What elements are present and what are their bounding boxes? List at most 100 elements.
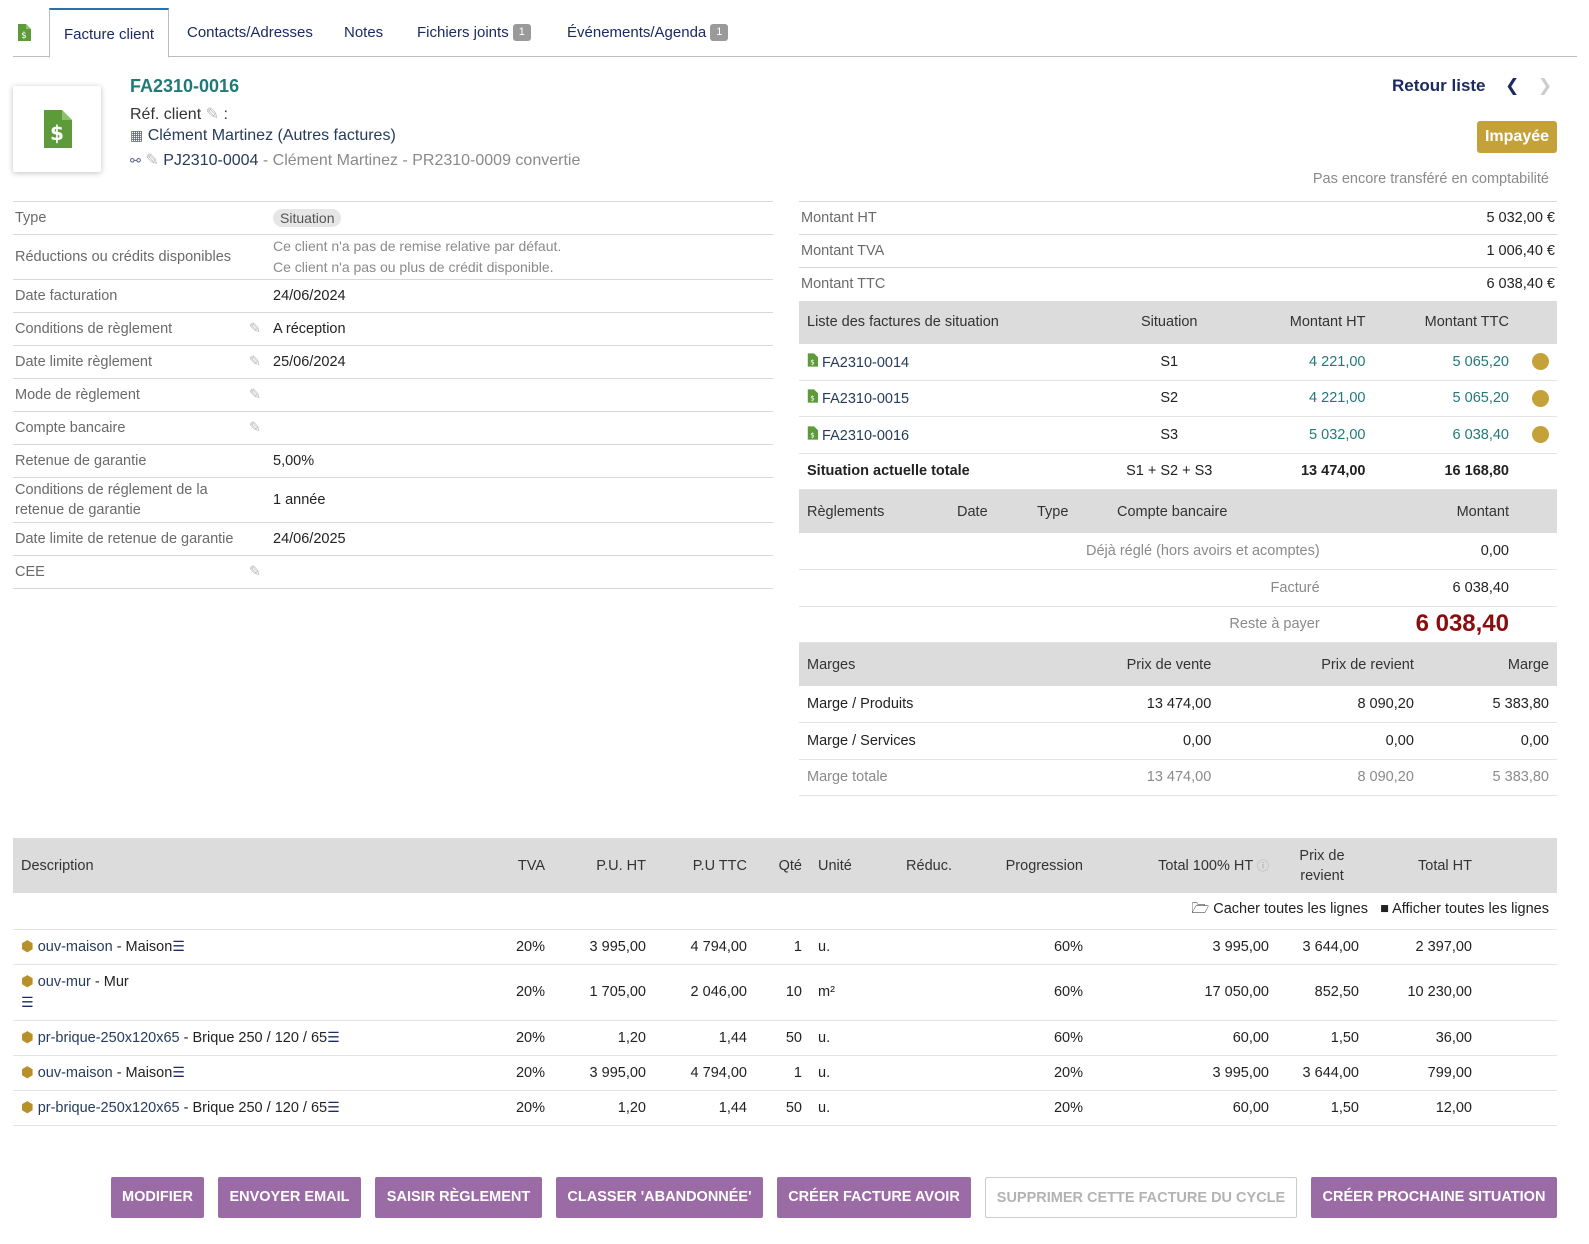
amount-value: 5 032,00 € [1215, 201, 1557, 235]
enter-payment-button[interactable]: SAISIR RÈGLEMENT [375, 1177, 542, 1218]
amount-value: 6 038,40 € [1215, 267, 1557, 301]
chevron-left-icon[interactable]: ❮ [1505, 76, 1520, 95]
create-next-situation-button[interactable]: CRÉER PROCHAINE SITUATION [1311, 1177, 1557, 1218]
col-header: Montant TTC [1373, 300, 1517, 344]
cell-unit: u. [810, 929, 880, 965]
product-link[interactable]: ouv-maison [37, 1065, 113, 1081]
detail-label: Retenue de garantie [13, 444, 243, 478]
tab-notes[interactable]: Notes [344, 24, 384, 41]
pencil-icon[interactable]: ✎ [243, 312, 263, 346]
cell-total-ht: 10 230,00 [1367, 964, 1480, 1021]
list-icon[interactable]: ☰ [172, 938, 185, 954]
tab-label: Événements/Agenda [567, 24, 707, 41]
cell-pu-ht: 3 995,00 [553, 929, 654, 965]
col-header: Total HT [1367, 838, 1480, 893]
detail-label: Date facturation [13, 279, 243, 313]
pencil-icon[interactable]: ✎ [243, 411, 263, 445]
cell-total100: 3 995,00 [1091, 929, 1277, 965]
list-icon[interactable]: ☰ [327, 1099, 340, 1115]
detail-label: CEE [13, 555, 243, 589]
cell-cost: 3 644,00 [1277, 1055, 1367, 1091]
other-invoices-link[interactable]: (Autres factures) [277, 127, 396, 144]
project-link[interactable]: PJ2310-0004 [163, 152, 259, 169]
show-all-lines-link[interactable]: ■ Afficher toutes les lignes [1380, 901, 1549, 917]
list-icon[interactable]: ☰ [21, 993, 34, 1010]
remaining-label: Reste à payer [799, 606, 1328, 643]
product-box-icon: ⬢ [21, 1100, 34, 1116]
situation-ht: 4 221,00 [1242, 380, 1374, 417]
project-desc: - Clément Martinez - PR2310-0009 convert… [262, 152, 581, 169]
cell-tva: 20% [483, 1055, 553, 1091]
margins-table: Marges Prix de vente Prix de revient Mar… [799, 643, 1557, 796]
detail-label: Date limite règlement [13, 345, 243, 379]
cell-unit: u. [810, 1090, 880, 1126]
product-box-icon: ⬢ [21, 1030, 34, 1046]
product-link[interactable]: pr-brique-250x120x65 [37, 1030, 180, 1046]
tab-events[interactable]: Événements/Agenda 1 [553, 8, 742, 57]
invoice-lines-table: Description TVA P.U. HT P.U TTC Qté Unit… [13, 838, 1557, 1126]
folder-open-icon: 🗁 [1191, 901, 1210, 918]
cell-pu-ttc: 4 794,00 [654, 929, 755, 965]
hide-all-lines-link[interactable]: 🗁 Cacher toutes les lignes [1191, 901, 1368, 917]
cell-progress: 60% [960, 964, 1091, 1021]
modify-button[interactable]: MODIFIER [111, 1177, 204, 1218]
tab-bar: $ Facture client Contacts/Adresses Notes… [13, 8, 1577, 58]
show-all-label: Afficher toutes les lignes [1392, 901, 1549, 918]
tab-attached-files[interactable]: Fichiers joints 1 [403, 8, 545, 57]
accounting-status: Pas encore transféré en comptabilité [1312, 171, 1549, 187]
pencil-icon[interactable]: ✎ [243, 345, 263, 379]
pencil-icon[interactable]: ✎ [243, 378, 263, 412]
product-link[interactable]: ouv-maison [37, 939, 113, 955]
amount-label: Montant HT [799, 201, 1216, 235]
product-link[interactable]: ouv-mur [37, 973, 91, 990]
detail-row: Date limite de retenue de garantie 24/06/… [13, 522, 773, 556]
product-link[interactable]: pr-brique-250x120x65 [37, 1100, 180, 1116]
detail-value: 24/06/2024 [263, 279, 773, 313]
info-icon[interactable]: ⓘ [1256, 859, 1269, 873]
create-credit-note-button[interactable]: CRÉER FACTURE AVOIR [777, 1177, 971, 1218]
cell-progress: 20% [960, 1090, 1091, 1126]
col-header: Type [1029, 490, 1109, 533]
list-icon[interactable]: ☰ [172, 1064, 185, 1080]
detail-row: Réductions ou crédits disponibles Ce clie… [13, 234, 773, 280]
thirdparty-link[interactable]: Clément Martinez [147, 127, 274, 144]
margin-total-sale: 13 474,00 [1031, 759, 1220, 796]
pencil-icon[interactable]: ✎ [205, 106, 219, 123]
detail-row: CEE ✎ [13, 555, 773, 589]
pencil-icon[interactable]: ✎ [243, 555, 263, 589]
tab-contacts[interactable]: Contacts/Adresses [187, 24, 313, 41]
total-label: Situation actuelle totale [799, 453, 1097, 490]
cell-pu-ttc: 4 794,00 [654, 1055, 755, 1091]
situation-invoice-link[interactable]: FA2310-0015 [822, 391, 910, 408]
back-to-list-link[interactable]: Retour liste [1392, 76, 1486, 95]
tab-facture-client[interactable]: Facture client [49, 8, 170, 58]
cell-cost: 3 644,00 [1277, 929, 1367, 965]
invoice-details: Type Situation Réductions ou crédits disp… [13, 201, 773, 589]
margin-cost: 0,00 [1219, 722, 1422, 760]
cell-tva: 20% [483, 929, 553, 965]
col-header: Montant [1327, 490, 1517, 533]
already-paid-label: Déjà réglé (hors avoirs et acomptes) [799, 533, 1328, 570]
cell-pu-ht: 1,20 [553, 1020, 654, 1056]
invoice-icon: $ [807, 426, 818, 444]
col-header: Liste des factures de situation [799, 300, 1097, 344]
cell-qty: 1 [755, 929, 810, 965]
detail-label: Compte bancaire [13, 411, 243, 445]
send-email-button[interactable]: ENVOYER EMAIL [218, 1177, 361, 1218]
situation-ht: 4 221,00 [1242, 343, 1374, 381]
table-row: ⬢ pr-brique-250x120x65 - Brique 250 / 12… [13, 1020, 1557, 1056]
situation-invoice-link[interactable]: FA2310-0014 [822, 354, 910, 371]
cell-total100: 60,00 [1091, 1020, 1277, 1056]
margin-row: Marge / Produits 13 474,00 8 090,20 5 38… [799, 686, 1557, 723]
amount-row: Montant TVA 1 006,40 € [799, 234, 1557, 268]
back-nav: Retour liste ❮ ❯ [1392, 76, 1559, 96]
chevron-right-icon: ❯ [1537, 76, 1553, 95]
situation-invoice-link[interactable]: FA2310-0016 [822, 427, 910, 444]
list-icon[interactable]: ☰ [327, 1029, 340, 1045]
col-header-line: Prix de [1299, 847, 1345, 864]
margin-value: 0,00 [1421, 722, 1557, 760]
cell-cost: 1,50 [1277, 1090, 1367, 1126]
classify-abandoned-button[interactable]: CLASSER 'ABANDONNÉE' [556, 1177, 763, 1218]
cell-qty: 1 [755, 1055, 810, 1091]
pencil-icon[interactable]: ✎ [145, 152, 159, 169]
